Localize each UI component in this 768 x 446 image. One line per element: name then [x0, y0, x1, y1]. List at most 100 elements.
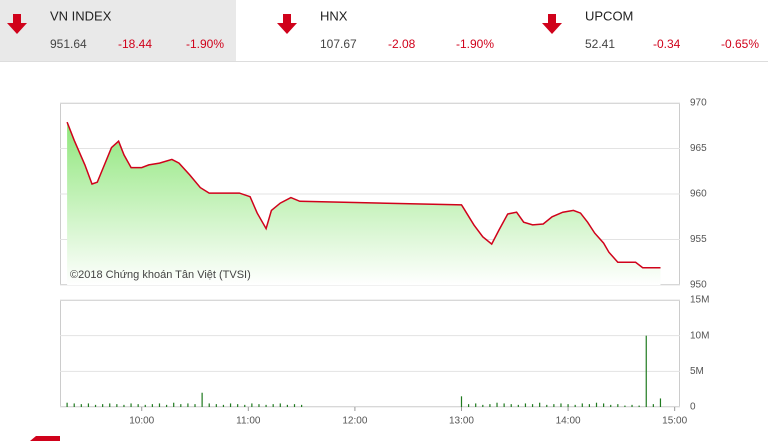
index-percent: -0.65%: [721, 37, 759, 51]
index-name: UPCOM: [585, 8, 633, 23]
volume-bar: [503, 403, 505, 407]
logo-corner: [30, 436, 60, 441]
volume-bar: [173, 402, 175, 407]
volume-bar: [617, 404, 619, 407]
index-value: 951.64: [50, 37, 87, 51]
index-name: HNX: [320, 8, 348, 23]
volume-bar: [73, 403, 75, 407]
volume-bar: [489, 404, 491, 407]
volume-bar: [574, 404, 576, 407]
volume-bar: [144, 404, 146, 407]
volume-bar: [237, 404, 239, 407]
volume-bar: [517, 404, 519, 407]
y-tick-label: 15M: [690, 295, 709, 306]
y-tick-label: 960: [690, 189, 707, 200]
volume-bar: [158, 403, 161, 407]
x-tick-label: 15:00: [662, 416, 687, 427]
volume-frame: [60, 300, 680, 407]
index-change: -2.08: [388, 37, 416, 51]
x-tick-label: 11:00: [236, 416, 261, 427]
volume-bar: [631, 404, 633, 407]
volume-bar: [581, 403, 583, 407]
volume-bar: [194, 404, 196, 407]
index-change: -0.34: [653, 37, 681, 51]
area-fill: [67, 122, 661, 285]
volume-bar: [638, 405, 640, 407]
volume-bar: [116, 404, 118, 407]
volume-bar: [279, 403, 281, 407]
volume-bar: [560, 403, 562, 407]
volume-bar: [588, 404, 590, 407]
volume-bar: [524, 403, 527, 407]
down-arrow: [542, 14, 562, 34]
volume-bar: [80, 404, 82, 407]
volume-bar: [208, 403, 210, 407]
y-tick-label: 10M: [690, 330, 709, 341]
volume-bar: [301, 404, 303, 407]
volume-bar: [467, 404, 470, 407]
volume-bar: [652, 404, 654, 407]
volume-bar: [94, 404, 97, 407]
volume-bar: [244, 404, 246, 407]
down-arrow: [277, 14, 297, 34]
y-tick-label: 5M: [690, 366, 704, 377]
volume-bar: [187, 403, 189, 407]
watermark: ©2018 Chứng khoán Tân Việt (TVSI): [70, 269, 251, 281]
price-line: [66, 121, 661, 269]
volume-bar: [66, 402, 68, 407]
volume-bar: [595, 402, 598, 407]
volume-bar: [265, 404, 267, 407]
index-percent: -1.90%: [186, 37, 224, 51]
volume-bar: [553, 404, 555, 407]
volume-bar: [546, 404, 548, 407]
volume-bar: [531, 404, 534, 407]
volume-bar: [123, 404, 125, 407]
volume-bar: [460, 396, 463, 407]
index-change: -18.44: [118, 37, 152, 51]
volume-bar: [482, 404, 484, 407]
volume-bar: [286, 404, 288, 407]
y-tick-label: 970: [690, 98, 707, 109]
volume-bar: [293, 404, 296, 407]
volume-bar: [610, 404, 612, 407]
volume-bar: [272, 404, 274, 407]
volume-bar: [87, 403, 90, 407]
volume-bar: [251, 403, 253, 407]
active-tab[interactable]: [0, 0, 236, 61]
y-tick-label: 0: [690, 402, 696, 413]
volume-bar: [109, 403, 111, 407]
volume-bar: [624, 405, 626, 407]
volume-bar: [137, 404, 139, 407]
volume-bar: [215, 404, 217, 407]
y-tick-label: 950: [690, 280, 707, 291]
volume-bar: [510, 404, 512, 407]
volume-bar: [151, 404, 153, 407]
y-tick-label: 965: [690, 143, 707, 154]
volume-bar: [180, 404, 182, 407]
x-tick-label: 10:00: [129, 416, 154, 427]
volume-bar: [165, 404, 168, 407]
volume-bar: [567, 404, 569, 407]
y-tick-label: 955: [690, 234, 707, 245]
index-value: 52.41: [585, 37, 615, 51]
index-value: 107.67: [320, 37, 357, 51]
volume-bar: [603, 403, 605, 407]
volume-bar: [475, 403, 477, 407]
x-tick-label: 14:00: [556, 416, 581, 427]
volume-bar: [539, 402, 541, 407]
volume-bar: [229, 403, 232, 407]
volume-bar: [659, 398, 662, 407]
down-arrow: [7, 14, 27, 34]
x-tick-label: 13:00: [449, 416, 474, 427]
volume-bar: [645, 335, 647, 407]
index-percent: -1.90%: [456, 37, 494, 51]
volume-bar: [258, 404, 260, 407]
volume-bar: [201, 392, 203, 407]
volume-bar: [102, 404, 104, 407]
index-name: VN INDEX: [50, 8, 112, 23]
volume-bar: [130, 403, 132, 407]
x-tick-label: 12:00: [342, 416, 367, 427]
volume-bar: [496, 402, 498, 407]
volume-bar: [222, 404, 225, 407]
